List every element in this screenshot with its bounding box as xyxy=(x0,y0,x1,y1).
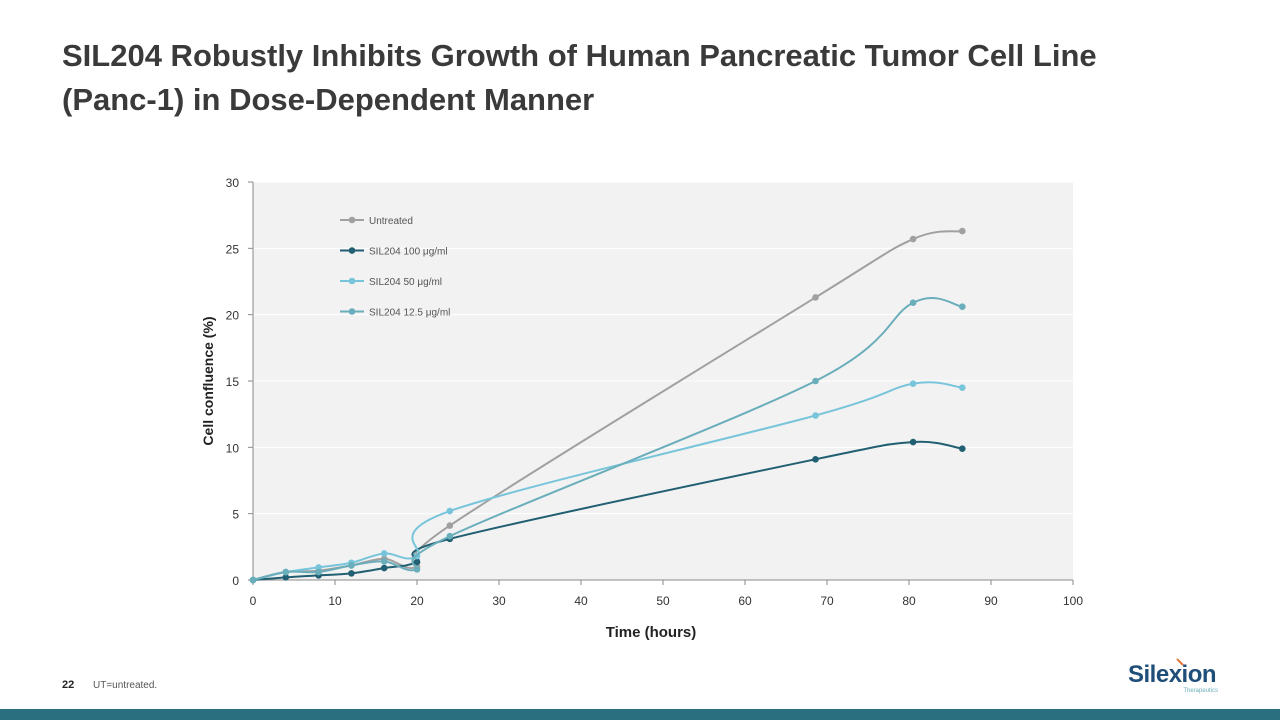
x-axis-label: Time (hours) xyxy=(606,624,697,641)
series-2-point xyxy=(348,570,355,577)
series-2-point xyxy=(413,558,421,566)
y-tick-label: 0 xyxy=(232,574,239,588)
series-4-point xyxy=(348,562,355,569)
series-3-point xyxy=(959,384,966,391)
x-tick-label: 30 xyxy=(492,594,506,608)
legend-label: SIL204 100 μg/ml xyxy=(369,247,448,258)
footer-bar xyxy=(0,709,1280,720)
logo-accent-mark xyxy=(1176,658,1184,666)
series-2-point xyxy=(812,455,819,463)
y-tick-label: 5 xyxy=(232,508,239,522)
x-tick-label: 100 xyxy=(1063,594,1083,608)
series-1-point xyxy=(909,235,917,243)
x-tick-label: 60 xyxy=(738,594,752,608)
series-4-point xyxy=(413,566,421,573)
series-4-point xyxy=(446,532,454,540)
footnote: UT=untreated. xyxy=(93,680,158,691)
legend-swatch-marker xyxy=(348,277,356,285)
legend-swatch-marker xyxy=(348,216,356,224)
series-4-point xyxy=(909,299,917,307)
series-4-point xyxy=(315,568,322,576)
legend-label: SIL204 50 μg/ml xyxy=(369,277,442,288)
series-4-point xyxy=(812,377,819,385)
series-3-point xyxy=(909,380,917,387)
series-2-point xyxy=(380,564,388,572)
x-tick-label: 40 xyxy=(574,594,588,608)
slide-title-line-2: (Panc-1) in Dose-Dependent Manner xyxy=(62,82,595,117)
series-2-point xyxy=(282,574,290,581)
page-number: 22 xyxy=(62,679,75,691)
series-4-point xyxy=(959,303,966,311)
series-1-point xyxy=(446,522,454,529)
series-4-point xyxy=(380,558,388,565)
series-3-point xyxy=(812,412,819,419)
x-tick-label: 70 xyxy=(820,594,834,608)
series-2-point xyxy=(959,445,966,452)
series-3-point xyxy=(446,507,454,515)
series-3-line xyxy=(252,381,963,581)
legend-label: Untreated xyxy=(369,216,413,227)
logo-text: Silexion xyxy=(1128,661,1216,688)
series-3-point xyxy=(315,564,322,571)
legend-swatch-marker xyxy=(348,308,356,315)
series-4-point xyxy=(282,568,290,576)
y-tick-label: 10 xyxy=(226,441,240,455)
slide-title: SIL204 Robustly Inhibits Growth of Human… xyxy=(62,34,1202,122)
x-tick-label: 90 xyxy=(984,594,998,608)
legend-label: SIL204 12.5 μg/ml xyxy=(369,308,450,319)
x-tick-label: 0 xyxy=(250,594,257,608)
y-tick-label: 30 xyxy=(226,176,240,190)
y-tick-label: 20 xyxy=(226,309,240,323)
y-tick-label: 25 xyxy=(226,242,240,256)
x-tick-label: 10 xyxy=(328,594,342,608)
slide-title-line-1: SIL204 Robustly Inhibits Growth of Human… xyxy=(62,38,1097,73)
y-axis-label: Cell confluence (%) xyxy=(200,316,216,445)
x-tick-label: 50 xyxy=(656,594,670,608)
legend-swatch-marker xyxy=(348,247,356,254)
series-4-point xyxy=(249,576,257,584)
series-1-point xyxy=(812,294,819,301)
logo-subtext: Therapeutics xyxy=(1183,688,1218,694)
y-tick-label: 15 xyxy=(226,375,240,389)
series-2-point xyxy=(909,438,917,446)
x-tick-label: 20 xyxy=(410,594,424,608)
series-3-point xyxy=(380,550,388,557)
x-tick-label: 80 xyxy=(902,594,916,608)
series-1-point xyxy=(959,227,966,235)
silexion-logo: Silexion Therapeutics xyxy=(1128,658,1218,694)
